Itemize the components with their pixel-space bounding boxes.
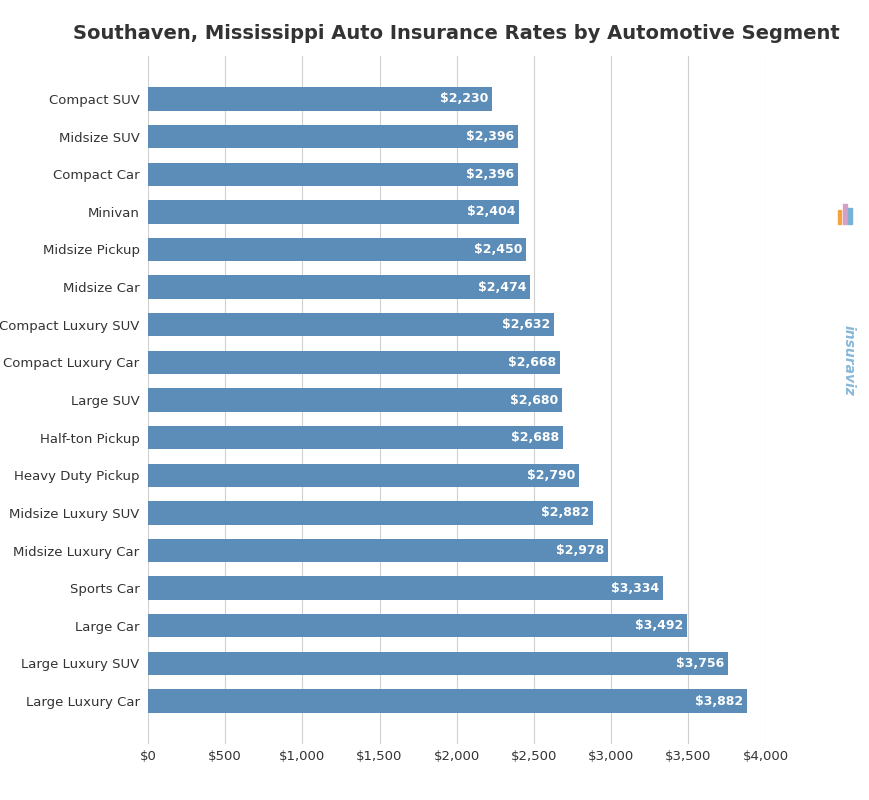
Bar xyxy=(148,539,607,562)
Text: $2,396: $2,396 xyxy=(466,168,514,181)
Bar xyxy=(148,463,578,487)
Text: $2,882: $2,882 xyxy=(541,506,588,519)
Text: $2,230: $2,230 xyxy=(440,93,488,106)
Title: Southaven, Mississippi Auto Insurance Rates by Automotive Segment: Southaven, Mississippi Auto Insurance Ra… xyxy=(73,24,839,43)
Text: $2,474: $2,474 xyxy=(477,281,526,294)
Text: $2,688: $2,688 xyxy=(510,431,559,444)
Bar xyxy=(148,313,554,337)
Bar xyxy=(148,238,526,261)
Text: $2,680: $2,680 xyxy=(509,394,557,406)
Text: $3,492: $3,492 xyxy=(634,619,682,632)
Bar xyxy=(148,125,517,148)
Text: insuraviz: insuraviz xyxy=(840,325,854,395)
Bar xyxy=(148,652,727,675)
Bar xyxy=(148,388,561,412)
Bar xyxy=(148,350,560,374)
Text: $2,790: $2,790 xyxy=(526,469,574,482)
Bar xyxy=(148,690,746,713)
Bar xyxy=(148,87,492,110)
Text: $2,404: $2,404 xyxy=(467,206,514,218)
Text: $2,668: $2,668 xyxy=(507,356,555,369)
Text: $3,756: $3,756 xyxy=(675,657,723,670)
Bar xyxy=(148,162,517,186)
Text: $2,978: $2,978 xyxy=(555,544,603,557)
Bar xyxy=(148,614,687,638)
Bar xyxy=(148,577,662,600)
Bar xyxy=(148,502,593,525)
Text: $3,882: $3,882 xyxy=(694,694,743,707)
Bar xyxy=(148,200,519,223)
Text: $2,632: $2,632 xyxy=(501,318,550,331)
Bar xyxy=(148,426,562,450)
Text: $3,334: $3,334 xyxy=(610,582,658,594)
Text: $2,396: $2,396 xyxy=(466,130,514,143)
Text: $2,450: $2,450 xyxy=(474,243,521,256)
Bar xyxy=(148,275,529,298)
